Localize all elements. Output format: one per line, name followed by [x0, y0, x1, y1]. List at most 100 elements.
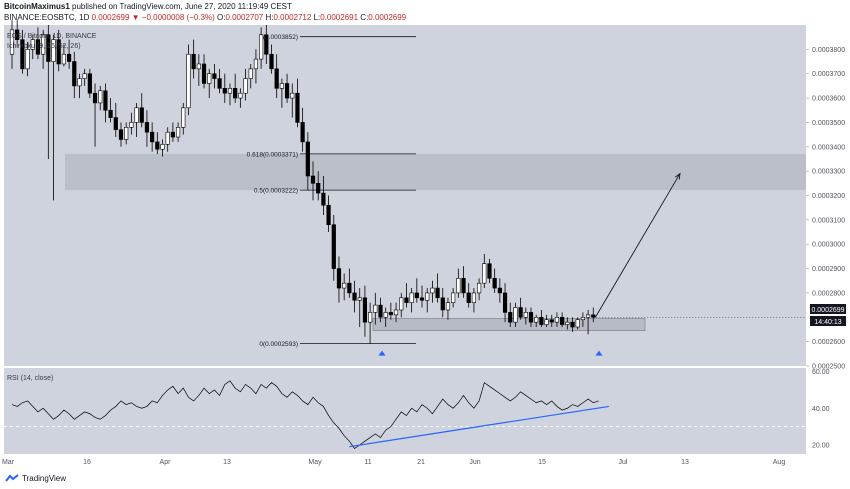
price-tick-label: 0.0002500 — [812, 364, 845, 371]
candle-body — [124, 127, 129, 140]
price-tick-label: 0.0003100 — [812, 217, 845, 224]
candle-body — [155, 141, 160, 150]
candle — [331, 214, 336, 281]
candle-body — [523, 312, 528, 318]
low-label: L: — [313, 13, 321, 22]
candle — [362, 285, 368, 337]
candle — [41, 29, 46, 69]
candle — [160, 139, 165, 157]
candle-body — [248, 68, 253, 79]
candle — [347, 268, 352, 298]
price-tick-label: 0.0003300 — [812, 169, 845, 176]
candle-body — [399, 297, 404, 311]
candle-body — [51, 39, 56, 62]
candle — [440, 288, 445, 318]
candle — [368, 302, 373, 345]
candle — [87, 68, 92, 99]
candle-body — [471, 292, 477, 303]
up-arrow-marker — [378, 350, 386, 356]
tradingview-logo: TradingView — [5, 474, 66, 483]
candle — [487, 258, 492, 284]
candle-body — [165, 131, 170, 145]
candle — [534, 314, 539, 328]
candle — [227, 83, 233, 106]
price-tick-label: 0.0003000 — [812, 242, 845, 249]
candle-body — [342, 282, 347, 289]
candle-body — [425, 292, 430, 301]
candle — [378, 297, 383, 323]
candle-body — [196, 63, 201, 70]
published-text: published on TradingView.com, June 27, 2… — [72, 2, 292, 11]
candle-body — [279, 83, 284, 89]
badge-countdown: 14:40:13 — [814, 319, 841, 326]
candle-body — [46, 34, 51, 62]
candle-body — [440, 297, 445, 311]
candle-body — [404, 297, 409, 303]
candle — [513, 302, 518, 328]
author-name: BitcoinMaximus1 — [4, 2, 70, 11]
candle — [336, 256, 342, 303]
candle-body — [513, 307, 518, 323]
candle — [399, 292, 404, 318]
candle — [471, 288, 477, 313]
candle-body — [170, 131, 175, 138]
candle — [233, 73, 238, 103]
candle-body — [388, 312, 393, 316]
candle-body — [461, 278, 466, 294]
high-value: 0.0002712 — [273, 13, 312, 22]
candle — [300, 107, 305, 152]
candle — [342, 273, 347, 301]
candle-body — [35, 39, 41, 55]
candle-body — [487, 263, 492, 279]
candle — [310, 161, 316, 201]
candle-body — [316, 183, 321, 194]
candle — [222, 73, 227, 103]
candle-body — [274, 68, 279, 89]
price-tick-label: 0.0003600 — [812, 96, 845, 103]
candle — [492, 268, 497, 293]
fib-label: 1(0.0003852) — [259, 34, 298, 41]
symbol-price: 0.0002699 — [91, 13, 130, 22]
symbol-line: BINANCE:EOSBTC, 1D 0.0002699 ▼ −0.000000… — [4, 13, 406, 23]
candle-body — [430, 287, 435, 294]
price-tick-label: 0.0003800 — [812, 47, 845, 54]
candle — [264, 25, 269, 64]
fib-label: 0(0.0002593) — [259, 341, 298, 348]
pair-label: EOS / Bitcoin, 1D, BINANCE — [7, 33, 97, 40]
indicator-label: Ichimoku (9, 26, 52, 26) — [7, 43, 81, 50]
candle-body — [212, 73, 217, 79]
candle — [51, 34, 56, 201]
rsi-tick-label: 60.00 — [812, 369, 830, 376]
candle — [414, 278, 419, 303]
up-arrow-marker — [595, 350, 603, 356]
candle-body — [534, 316, 539, 323]
candle-body — [186, 53, 191, 109]
candle-body — [129, 122, 134, 128]
price-badge: 0.0002699 14:40:13 — [810, 304, 846, 326]
close-label: C: — [360, 13, 369, 22]
candle-body — [357, 297, 362, 301]
candle-body — [227, 88, 233, 94]
candle — [316, 171, 321, 201]
candle-body — [72, 61, 77, 87]
candle-body — [539, 316, 544, 325]
candle — [196, 54, 201, 86]
candle-body — [264, 34, 269, 55]
candle — [476, 278, 482, 301]
candle — [482, 253, 487, 289]
candle-body — [508, 312, 513, 323]
candle-body — [82, 73, 87, 79]
candle — [290, 83, 295, 118]
candle — [560, 312, 565, 328]
candle-body — [118, 129, 124, 140]
candle — [539, 309, 544, 328]
fib-label: 0.5(0.0003222) — [254, 188, 298, 195]
candle — [430, 280, 435, 303]
time-tick-label: 16 — [83, 459, 91, 466]
candle-body — [310, 175, 316, 184]
price-tick-label: 0.0003400 — [812, 144, 845, 151]
candle-body — [373, 304, 378, 313]
candle-body — [207, 73, 212, 84]
candle — [129, 112, 134, 135]
